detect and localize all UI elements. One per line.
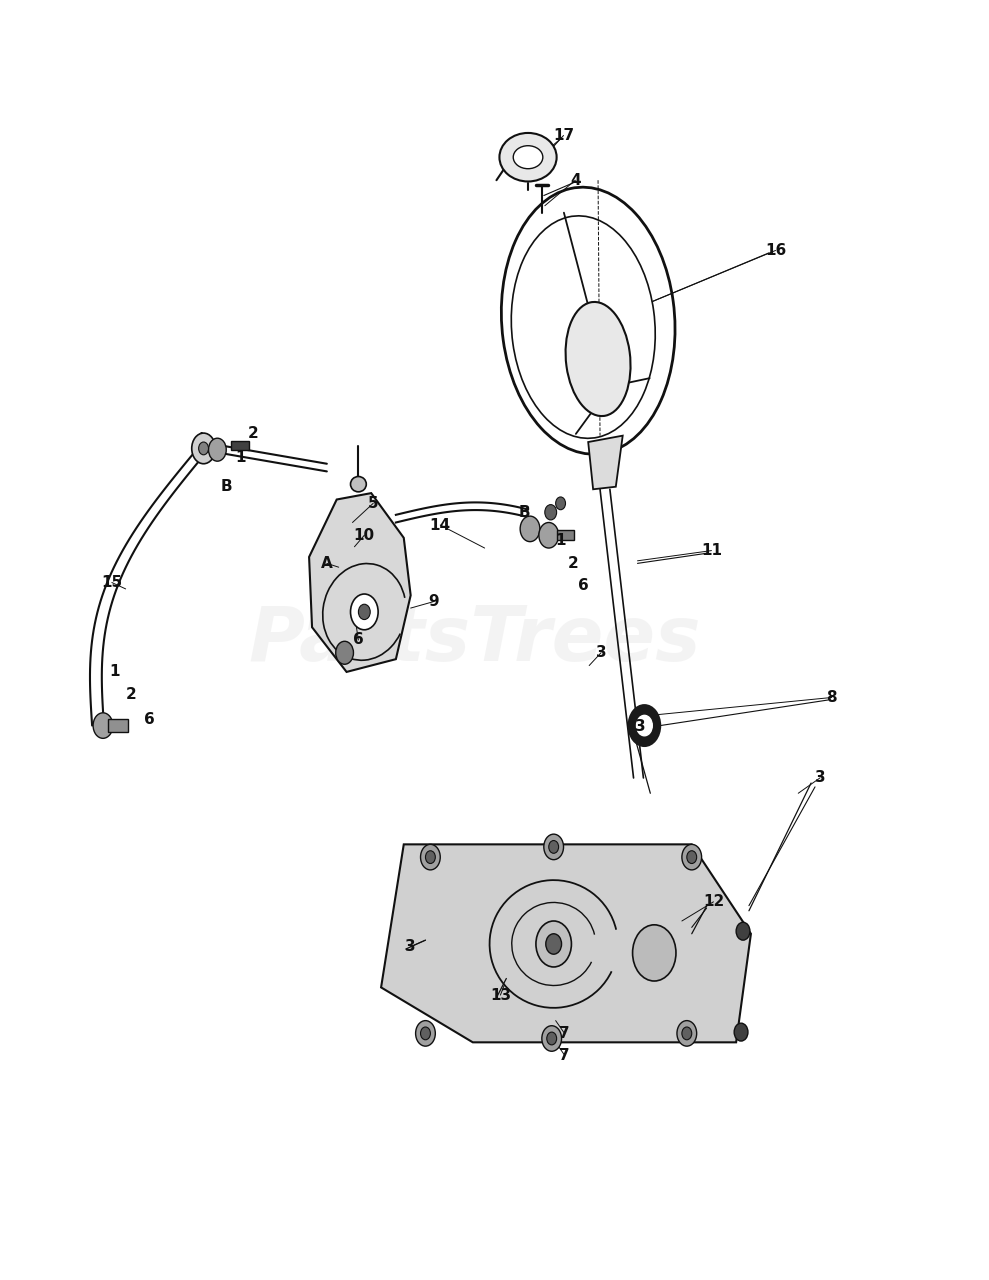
Circle shape [595, 461, 615, 486]
Circle shape [420, 1027, 430, 1039]
Circle shape [539, 522, 559, 548]
Circle shape [350, 594, 378, 630]
Circle shape [192, 433, 216, 463]
Text: 12: 12 [703, 895, 724, 909]
Polygon shape [588, 435, 623, 489]
Text: 13: 13 [490, 988, 511, 1002]
Circle shape [425, 851, 435, 864]
Circle shape [545, 504, 557, 520]
Text: 2: 2 [247, 425, 258, 440]
Circle shape [335, 641, 353, 664]
Circle shape [420, 845, 440, 870]
Text: 1: 1 [235, 449, 246, 465]
Text: B: B [221, 479, 232, 494]
Circle shape [556, 497, 566, 509]
Text: 14: 14 [429, 517, 451, 532]
Text: 11: 11 [701, 543, 722, 558]
Circle shape [209, 438, 226, 461]
Text: 6: 6 [353, 632, 364, 648]
Circle shape [681, 845, 701, 870]
Text: 1: 1 [110, 664, 120, 680]
Text: 1: 1 [556, 532, 566, 548]
Circle shape [520, 516, 540, 541]
Circle shape [629, 705, 661, 746]
Circle shape [549, 841, 559, 854]
Text: 6: 6 [578, 577, 588, 593]
Text: A: A [321, 556, 332, 571]
Text: 2: 2 [127, 687, 136, 703]
Text: 7: 7 [559, 1025, 570, 1041]
Text: 15: 15 [101, 575, 123, 590]
Circle shape [676, 1020, 696, 1046]
Bar [231, 440, 249, 449]
Circle shape [544, 835, 564, 860]
Circle shape [637, 716, 653, 736]
Circle shape [681, 1027, 691, 1039]
Circle shape [542, 1025, 562, 1051]
Ellipse shape [513, 146, 543, 169]
Text: 4: 4 [570, 173, 581, 188]
Text: 16: 16 [764, 243, 786, 259]
Circle shape [736, 923, 750, 940]
Text: 2: 2 [568, 556, 579, 571]
Ellipse shape [566, 302, 631, 416]
Text: 10: 10 [354, 527, 375, 543]
Circle shape [547, 1032, 557, 1044]
Bar [108, 719, 128, 732]
Polygon shape [381, 845, 751, 1042]
Circle shape [199, 442, 209, 454]
Text: 7: 7 [559, 1047, 570, 1062]
Circle shape [358, 604, 370, 620]
Text: PartsTrees: PartsTrees [248, 603, 701, 677]
Text: B: B [518, 504, 530, 520]
Text: 6: 6 [144, 712, 154, 727]
Text: 3: 3 [815, 771, 825, 786]
Ellipse shape [350, 476, 366, 492]
Text: 8: 8 [827, 690, 837, 705]
Text: 3: 3 [405, 940, 416, 954]
Circle shape [415, 1020, 435, 1046]
Polygon shape [310, 493, 410, 672]
Circle shape [536, 922, 572, 966]
Ellipse shape [499, 133, 557, 182]
Circle shape [686, 851, 696, 864]
Text: 5: 5 [368, 495, 379, 511]
Text: 17: 17 [553, 128, 574, 143]
Text: 3: 3 [635, 719, 646, 735]
Bar [557, 530, 575, 540]
Text: 9: 9 [428, 594, 439, 609]
Circle shape [734, 1023, 748, 1041]
Circle shape [546, 934, 562, 954]
Circle shape [93, 713, 113, 739]
Circle shape [633, 925, 675, 980]
Text: 3: 3 [595, 645, 606, 660]
